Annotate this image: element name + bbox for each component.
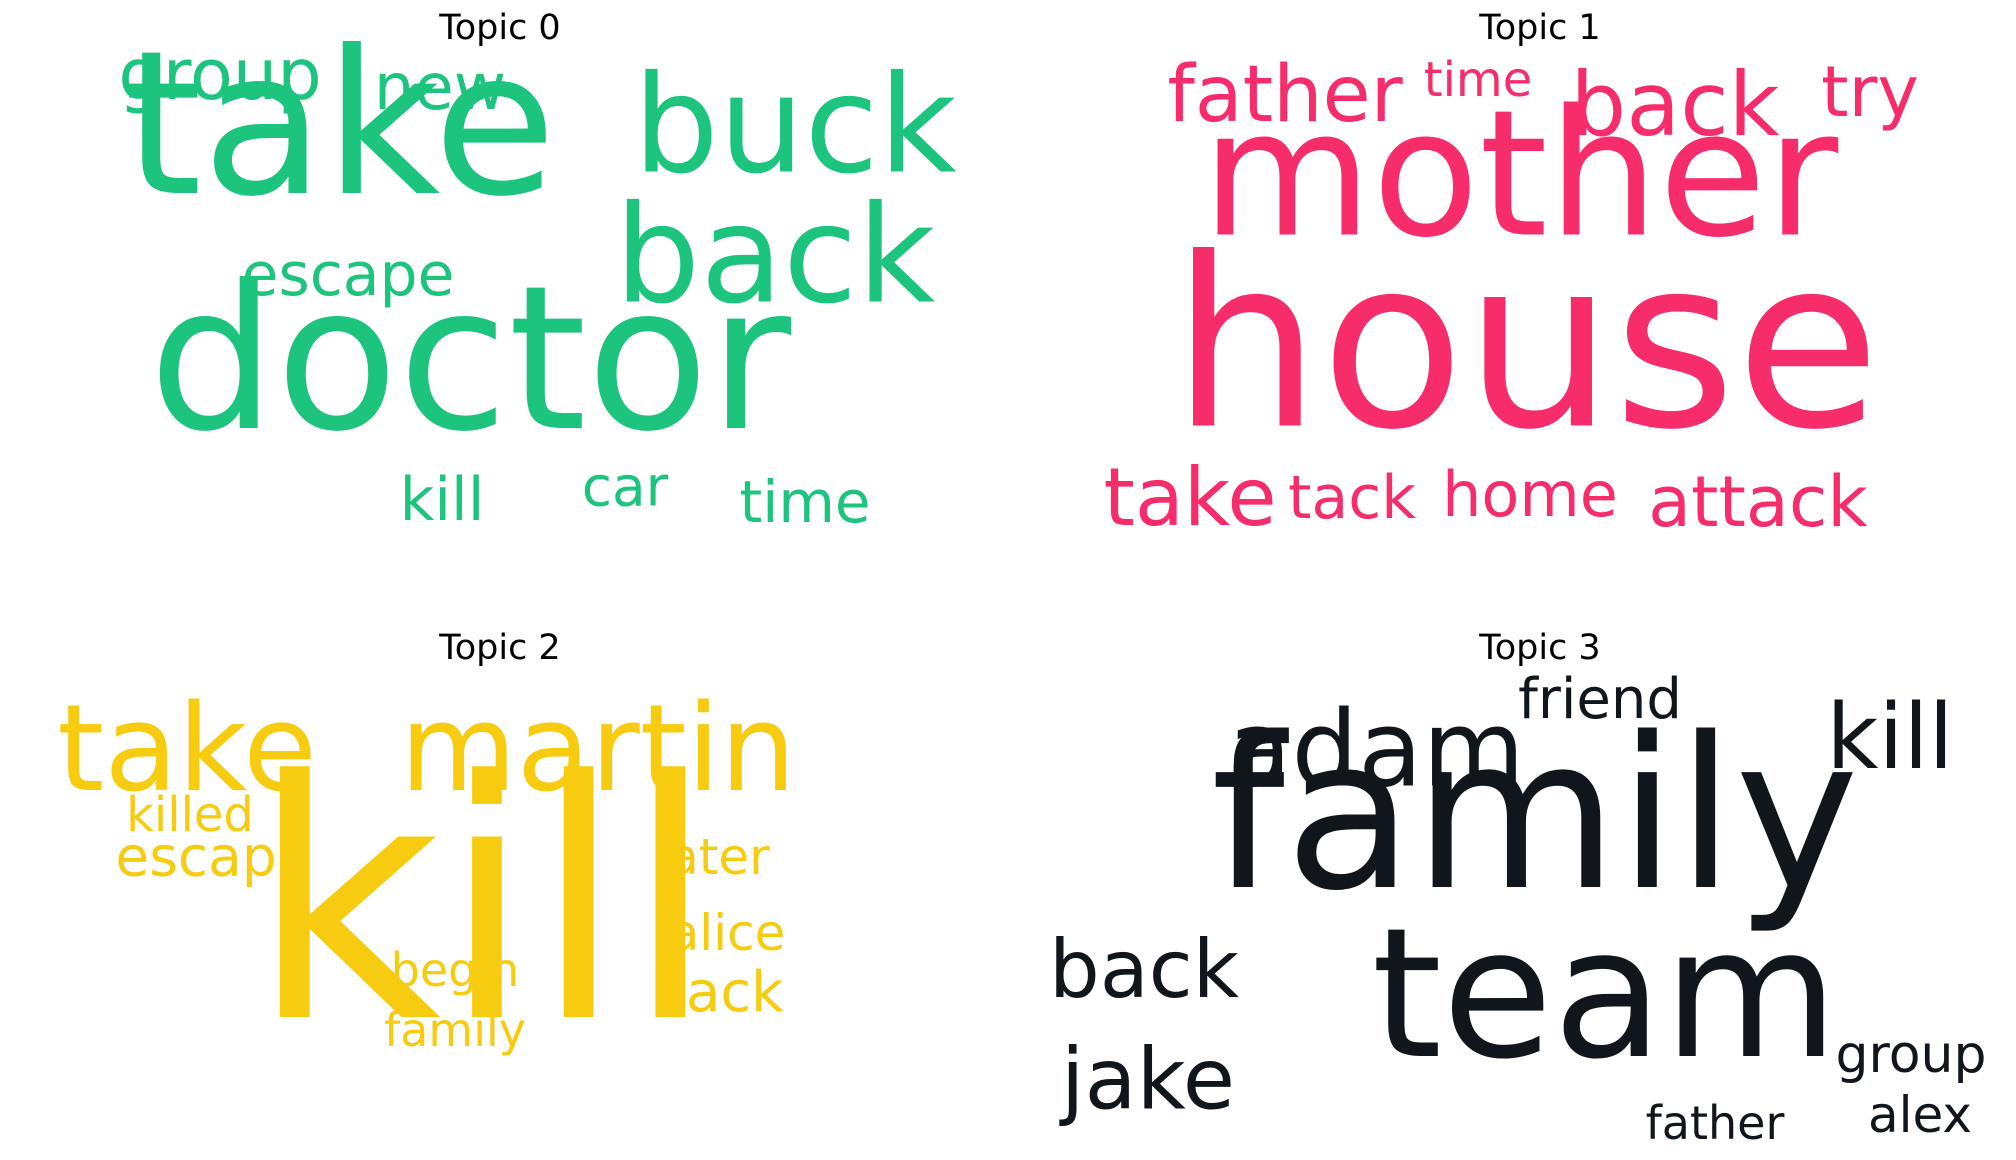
word: take [1103,451,1277,544]
word: friend [1518,667,1682,732]
word: family [384,1003,526,1057]
word: killed [126,787,254,843]
word: family [1210,692,1860,937]
word: time [739,468,871,536]
word: new [373,51,507,125]
word: kill [249,711,717,1095]
word: buck [633,46,957,204]
word: take [57,680,317,819]
panel-title: Topic 0 [439,8,561,48]
word: alex [1867,1086,1973,1144]
word: back [1570,53,1780,156]
panel-title: Topic 3 [1479,628,1601,668]
wordcloud-panel-topic-3: Topic 3 family team adam friend kill bac… [1049,620,2010,1150]
word: back [1048,923,1240,1016]
wordcloud-panel-topic-0: Topic 0 take doctor buck back group new … [30,0,970,536]
word: kill [1826,685,1954,790]
panel-title: Topic 1 [1479,8,1601,48]
word: begin [390,943,520,997]
word: mother [1201,73,1839,277]
word: home [1442,458,1618,531]
word: martin [399,680,797,819]
word: group [118,34,322,116]
wordcloud-panel-topic-2: Topic 2 kill take martin killed escape l… [30,620,970,1150]
word: back [614,176,936,334]
word: try [1821,51,1919,133]
wordcloud-panel-topic-1: Topic 1 house mother father time back tr… [1070,0,2010,538]
word: group [1835,1025,1987,1085]
word: take [123,8,557,241]
word: jake [1060,1030,1236,1130]
word: later [654,828,770,886]
word: time [1423,52,1533,108]
word: alice [668,904,786,962]
word: attack [1648,461,1868,543]
word: car [581,454,669,519]
word: escape [115,824,311,889]
word: tack [1287,463,1417,533]
word: house [1171,208,1881,482]
word: father [1645,1096,1785,1150]
word: adam [1227,688,1525,811]
word: back [650,960,784,1025]
word: team [1371,890,1839,1099]
word: father [1167,50,1403,140]
word: escape [241,240,455,310]
word: doctor [148,243,792,476]
word: kill [399,465,485,535]
panel-title: Topic 2 [439,628,561,668]
